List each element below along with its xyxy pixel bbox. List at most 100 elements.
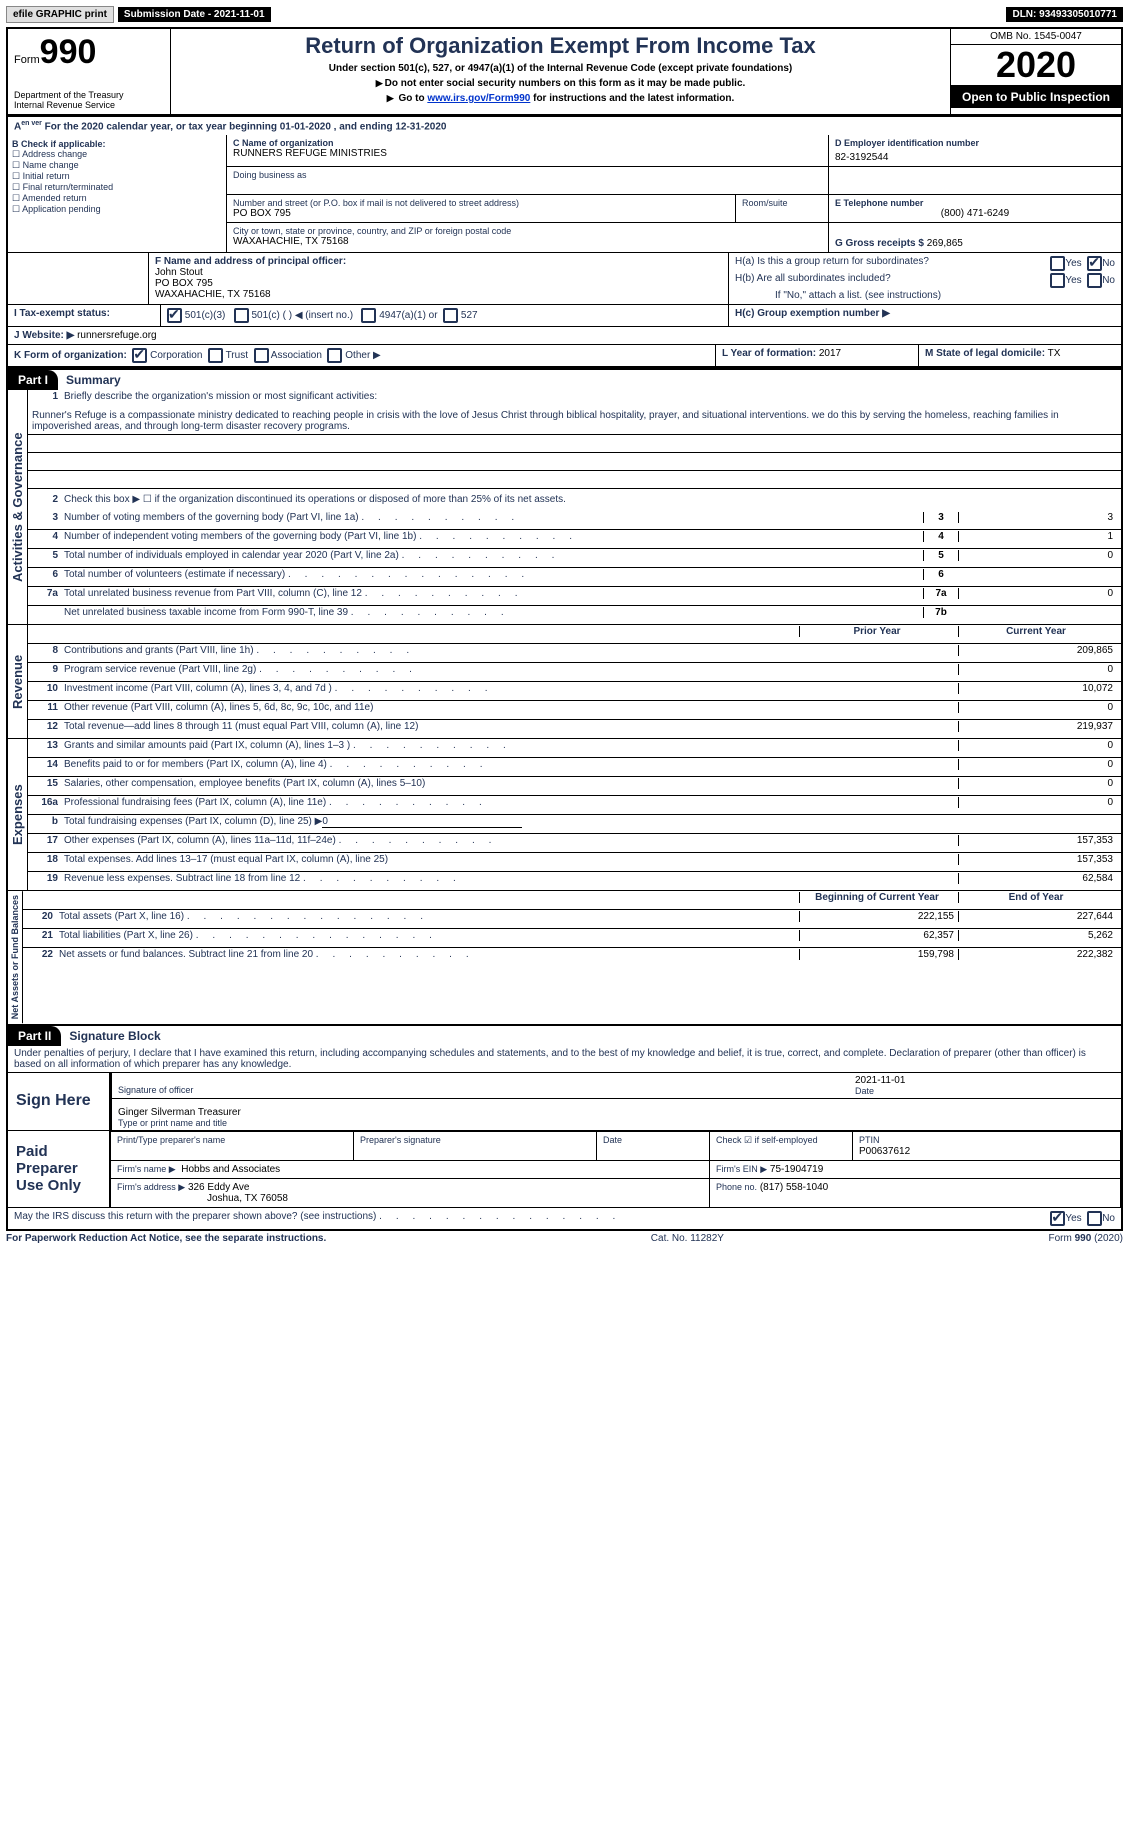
phone-label: E Telephone number	[835, 198, 1115, 208]
subtitle-2: Do not enter social security numbers on …	[177, 78, 944, 89]
line7b-text: Net unrelated business taxable income fr…	[64, 607, 348, 618]
chk-501c3[interactable]	[167, 308, 182, 323]
chk-initial-return[interactable]: Initial return	[23, 171, 70, 181]
website-label: J Website: ▶	[14, 330, 74, 341]
officer-label: F Name and address of principal officer:	[155, 256, 722, 267]
gross-receipts-value: 269,865	[927, 238, 963, 249]
ptin-value: P00637612	[859, 1146, 910, 1157]
line18-text: Total expenses. Add lines 13–17 (must eq…	[64, 854, 388, 865]
goto-post: for instructions and the latest informat…	[530, 93, 734, 104]
line7a-text: Total unrelated business revenue from Pa…	[64, 588, 362, 599]
line12-text: Total revenue—add lines 8 through 11 (mu…	[64, 721, 418, 732]
hb-no-checkbox[interactable]	[1087, 273, 1102, 288]
boy-header: Beginning of Current Year	[799, 892, 958, 903]
part2-title: Signature Block	[61, 1029, 160, 1043]
submission-date-label: Submission Date - 2021-11-01	[118, 7, 271, 22]
line21-text: Total liabilities (Part X, line 26)	[59, 930, 193, 941]
firm-addr1: 326 Eddy Ave	[188, 1182, 250, 1193]
form-number: 990	[40, 33, 97, 71]
type-print-label: Type or print name and title	[118, 1118, 1115, 1128]
group-exemption-label: H(c) Group exemption number ▶	[735, 308, 890, 319]
ha-no-label: No	[1102, 258, 1115, 269]
tax-period-row: Aen ver For the 2020 calendar year, or t…	[6, 116, 1123, 135]
lbl-501c: 501(c) ( ) ◀ (insert no.)	[251, 310, 353, 321]
part1-title: Summary	[58, 373, 121, 387]
discuss-yes-checkbox[interactable]	[1050, 1211, 1065, 1226]
irs-link[interactable]: www.irs.gov/Form990	[427, 93, 530, 104]
ptin-label: PTIN	[859, 1135, 880, 1145]
chk-501c[interactable]	[234, 308, 249, 323]
line13-cy: 0	[958, 740, 1117, 751]
ein-label: D Employer identification number	[835, 138, 1115, 148]
period-begin: 01-01-2020	[280, 121, 331, 132]
hb-yes-checkbox[interactable]	[1050, 273, 1065, 288]
vlabel-expenses: Expenses	[8, 739, 28, 890]
ha-yes-label: Yes	[1065, 258, 1081, 269]
line3-value: 3	[958, 512, 1117, 523]
line16b-text: Total fundraising expenses (Part IX, col…	[64, 816, 322, 827]
header-left: Form990 Department of the Treasury Inter…	[8, 29, 171, 114]
open-public-label: Open to Public Inspection	[951, 86, 1121, 108]
goto-arrow	[387, 93, 396, 104]
line14-text: Benefits paid to or for members (Part IX…	[64, 759, 327, 770]
chk-other[interactable]	[327, 348, 342, 363]
year-formation-label: L Year of formation:	[722, 348, 816, 359]
lbl-other: Other ▶	[345, 350, 380, 361]
chk-4947[interactable]	[361, 308, 376, 323]
line5-value: 0	[958, 550, 1117, 561]
chk-final-return[interactable]: Final return/terminated	[23, 182, 114, 192]
goto-pre: Go to	[398, 93, 427, 104]
eoy-header: End of Year	[958, 892, 1117, 903]
efile-print-button[interactable]: efile GRAPHIC print	[6, 6, 114, 23]
officer-addr1: PO BOX 795	[155, 278, 722, 289]
firm-phone-label: Phone no.	[716, 1182, 757, 1192]
current-year-header: Current Year	[958, 626, 1117, 637]
ha-yes-checkbox[interactable]	[1050, 256, 1065, 271]
discuss-no-checkbox[interactable]	[1087, 1211, 1102, 1226]
line16b-value: 0	[322, 816, 522, 828]
line16a-cy: 0	[958, 797, 1117, 808]
chk-527[interactable]	[443, 308, 458, 323]
website-value: runnersrefuge.org	[74, 330, 156, 341]
firm-ein-value: 75-1904719	[770, 1164, 823, 1175]
sig-officer-label: Signature of officer	[118, 1085, 843, 1095]
chk-corporation[interactable]	[132, 348, 147, 363]
addr-label: Number and street (or P.O. box if mail i…	[233, 198, 729, 208]
chk-application-pending[interactable]: Application pending	[22, 204, 101, 214]
section-expenses: Expenses 13 Grants and similar amounts p…	[6, 738, 1123, 890]
org-name: RUNNERS REFUGE MINISTRIES	[233, 148, 822, 159]
line10-cy: 10,072	[958, 683, 1117, 694]
line9-cy: 0	[958, 664, 1117, 675]
chk-name-change[interactable]: Name change	[23, 160, 79, 170]
line5-text: Total number of individuals employed in …	[64, 550, 399, 561]
section-activities-governance: Activities & Governance 1 Briefly descri…	[6, 390, 1123, 624]
lbl-trust: Trust	[226, 350, 248, 361]
prep-date-label: Date	[603, 1135, 622, 1145]
mission-text: Runner's Refuge is a compassionate minis…	[28, 408, 1121, 435]
sig-date-value: 2021-11-01	[855, 1075, 1115, 1086]
subordinates-label: H(b) Are all subordinates included?	[735, 273, 1005, 288]
chk-association[interactable]	[254, 348, 269, 363]
lbl-association: Association	[271, 350, 322, 361]
section-revenue: Revenue b Prior Year Current Year 8 Cont…	[6, 624, 1123, 738]
header-middle: Return of Organization Exempt From Incom…	[171, 29, 951, 114]
ha-no-checkbox[interactable]	[1087, 256, 1102, 271]
section-net-assets: Net Assets or Fund Balances x Beginning …	[6, 890, 1123, 1025]
line4-value: 1	[958, 531, 1117, 542]
prior-year-header: Prior Year	[799, 626, 958, 637]
discuss-label: May the IRS discuss this return with the…	[14, 1211, 376, 1222]
vlabel-activities: Activities & Governance	[8, 390, 28, 624]
chk-trust[interactable]	[208, 348, 223, 363]
dept-treasury: Department of the Treasury	[14, 90, 164, 100]
firm-phone-value: (817) 558-1040	[760, 1182, 828, 1193]
chk-address-change[interactable]: Address change	[22, 149, 87, 159]
firm-addr-label: Firm's address ▶	[117, 1182, 185, 1192]
line20-boy: 222,155	[799, 911, 958, 922]
chk-amended-return[interactable]: Amended return	[22, 193, 87, 203]
vlabel-revenue: Revenue	[8, 625, 28, 738]
irs-label: Internal Revenue Service	[14, 100, 164, 110]
part1-bar: Part I Summary	[6, 368, 1123, 390]
gross-receipts-label: G Gross receipts $	[835, 238, 924, 249]
form-header: Form990 Department of the Treasury Inter…	[6, 27, 1123, 116]
officer-name: John Stout	[155, 267, 722, 278]
